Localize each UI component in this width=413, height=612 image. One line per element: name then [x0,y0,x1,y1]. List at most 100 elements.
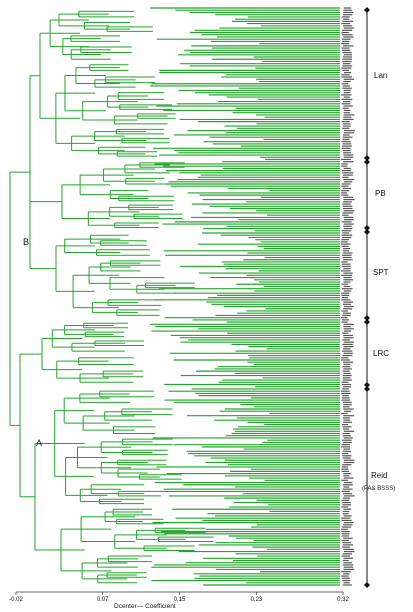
leaf-label [342,60,352,63]
leaf-label [341,270,351,272]
leaf-label [343,223,354,225]
leaf-label [343,154,354,156]
leaf-label [342,319,350,321]
leaf-label [341,288,353,290]
leaf-label [341,38,351,40]
leaf-label [343,330,352,332]
leaf-label [341,263,351,265]
leaf-label [341,555,350,557]
leaf-label [341,31,349,34]
leaf-label [342,187,352,190]
leaf-label [343,550,355,553]
leaf-label [343,430,355,432]
leaf-label [342,236,352,239]
leaf-label [341,261,348,263]
cluster-label-b: B [23,237,29,247]
leaf-label [342,464,352,466]
leaf-label [341,357,349,359]
leaf-label [343,96,350,98]
leaf-label [342,69,349,71]
leaf-label [342,513,349,515]
leaf-label [341,243,351,245]
leaf-label [341,221,352,223]
leaf-label [342,252,353,254]
leaf-label [343,149,351,152]
leaf-label [342,374,352,377]
leaf-label [342,370,350,372]
leaf-label [342,343,353,345]
bracket-end-marker [364,155,370,161]
leaf-label [343,415,355,417]
leaf-label [343,497,350,499]
leaf-label [342,201,352,203]
leaf-label [341,499,350,501]
x-tick-label: 0.07 [97,597,109,603]
leaf-label [343,129,355,132]
leaf-label [341,230,352,232]
leaf-label [342,504,352,506]
leaf-label [343,363,351,366]
leaf-label [341,192,348,194]
leaf-label [342,145,352,147]
leaf-label [342,450,351,452]
leaf-label [343,268,351,270]
leaf-label [343,227,353,230]
leaf-label [342,388,349,390]
leaf-label [341,468,349,470]
leaf-label [341,283,349,285]
leaf-label [343,428,350,430]
bracket-end-marker [364,229,370,235]
leaf-label [342,435,351,437]
leaf-label [343,524,353,526]
leaf-label [343,216,354,219]
leaf-label [341,43,349,45]
leaf-label [342,232,350,234]
leaf-label [342,366,351,368]
leaf-label [343,328,354,330]
leaf-label [342,559,349,562]
leaf-label [343,337,354,339]
leaf-label [343,305,354,308]
leaf-label [343,114,355,116]
group-label-spt: SPT [373,268,389,277]
leaf-label [343,421,352,423]
cluster-label-a: A [36,438,42,448]
leaf-label [342,176,349,178]
leaf-label [342,510,350,513]
leaf-label [341,239,349,241]
leaf-label [341,254,352,256]
leaf-label [342,386,351,388]
bracket-end-marker [364,7,370,13]
leaf-label [341,297,348,299]
leaf-label [343,72,352,74]
leaf-label [343,493,353,495]
leaf-label [343,178,355,181]
leaf-label [341,350,353,352]
leaf-label [342,546,351,548]
leaf-label [341,526,352,528]
leaf-label [341,528,348,530]
leaf-label [342,361,354,363]
leaf-label [343,18,350,20]
leaf-label [343,54,353,56]
leaf-label [343,11,354,14]
leaf-label [343,481,353,484]
group-label-reid: Reid [371,471,387,480]
leaf-label [343,118,354,120]
leaf-label [343,419,351,421]
leaf-label [342,383,352,386]
leaf-label [343,582,350,584]
bracket-end-marker [364,319,370,325]
leaf-label [342,584,352,586]
leaf-label [341,141,351,143]
leaf-label [343,105,353,107]
leaf-label [342,432,350,435]
leaf-label [343,219,354,221]
leaf-label [341,446,350,448]
leaf-label [342,152,352,154]
leaf-label [343,174,353,176]
leaf-label [342,544,354,546]
leaf-label [342,250,349,252]
leaf-label [343,303,352,305]
leaf-label [341,163,348,165]
